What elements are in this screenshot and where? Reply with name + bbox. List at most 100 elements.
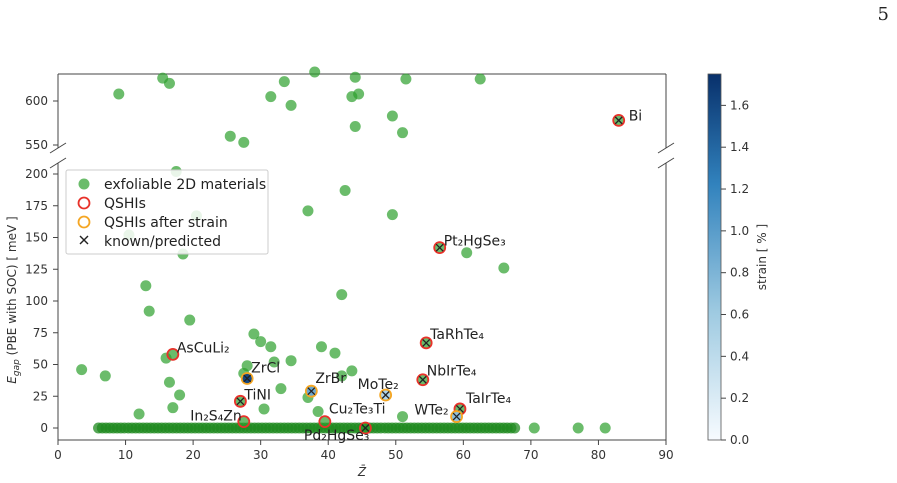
data-point bbox=[278, 76, 290, 88]
data-point bbox=[397, 411, 409, 423]
colorbar-gradient bbox=[707, 73, 722, 441]
legend-label-qshi-strain: QSHIs after strain bbox=[104, 215, 228, 231]
known-marker bbox=[452, 412, 461, 421]
qshi-strain-ring bbox=[379, 388, 393, 402]
x-tick-label: 10 bbox=[118, 448, 133, 462]
data-point bbox=[386, 110, 398, 122]
qshi-ring bbox=[433, 241, 447, 255]
y-tick-label: 25 bbox=[33, 389, 48, 403]
data-point bbox=[184, 314, 196, 326]
data-point bbox=[133, 408, 145, 420]
x-tick-label: 70 bbox=[523, 448, 538, 462]
qshi-point bbox=[319, 416, 331, 428]
known-marker bbox=[307, 387, 316, 396]
data-point bbox=[224, 130, 236, 142]
legend: exfoliable 2D materials QSHIs QSHIs afte… bbox=[65, 169, 269, 255]
qshi-ring bbox=[419, 336, 433, 350]
colorbar-tick-label: 0.4 bbox=[730, 349, 749, 363]
data-point bbox=[349, 121, 361, 133]
data-point bbox=[275, 383, 287, 395]
colorbar-tick-label: 0.6 bbox=[730, 308, 749, 322]
colorbar-tick-label: 1.6 bbox=[730, 98, 749, 112]
colorbar-tick-label: 0.8 bbox=[730, 266, 749, 280]
point-label: ZrCl bbox=[251, 360, 280, 376]
axis-ticks: 0 10 20 30 40 50 60 70 80 90 0 25 50 75 100 125 150 175 20… bbox=[25, 94, 674, 462]
data-point bbox=[265, 341, 277, 353]
data-point bbox=[329, 347, 341, 359]
data-point bbox=[346, 365, 358, 377]
point-label: TaIrTe₄ bbox=[465, 391, 511, 407]
qshi-ring bbox=[416, 373, 430, 387]
data-point bbox=[336, 289, 348, 301]
colorbar-tick-label: 1.0 bbox=[730, 224, 749, 238]
qshi-strain-ring bbox=[450, 410, 463, 423]
y-axis-label: Egap (PBE with SOC) [ meV ] bbox=[5, 216, 22, 383]
qshi-points bbox=[166, 113, 626, 435]
qshi-ring bbox=[237, 415, 251, 429]
legend-marker-exfoliable bbox=[78, 178, 90, 190]
x-tick-label: 40 bbox=[321, 448, 336, 462]
y-tick-label: 0 bbox=[40, 421, 48, 435]
point-label: In₂S₄Zn bbox=[190, 409, 242, 425]
known-marker bbox=[361, 424, 370, 432]
y-tick-label: 550 bbox=[25, 138, 48, 152]
data-point bbox=[167, 402, 179, 414]
point-label: WTe₂ bbox=[414, 403, 448, 419]
legend-marker-qshi bbox=[77, 196, 91, 210]
data-point bbox=[143, 305, 155, 317]
data-point bbox=[76, 364, 88, 376]
qshi-point bbox=[167, 348, 179, 360]
known-marker bbox=[243, 374, 252, 383]
qshi-strain-ring bbox=[304, 384, 318, 398]
known-marker bbox=[418, 375, 427, 384]
legend-box bbox=[65, 169, 269, 255]
colorbar-tick-label: 1.4 bbox=[730, 140, 749, 154]
qshi-ring bbox=[358, 421, 372, 435]
colorbar-tick-label: 0.2 bbox=[730, 391, 749, 405]
y-tick-label: 200 bbox=[25, 167, 48, 181]
y-tick-label: 175 bbox=[25, 199, 48, 213]
y-tick-label: 50 bbox=[33, 358, 48, 372]
known-marker bbox=[236, 397, 245, 406]
data-point bbox=[99, 370, 111, 382]
y-tick-label: 75 bbox=[33, 326, 48, 340]
legend-label-qshi: QSHIs bbox=[104, 196, 146, 212]
legend-marker-qshi-strain bbox=[77, 215, 91, 229]
y-tick-label: 150 bbox=[25, 231, 48, 245]
legend-label-known: known/predicted bbox=[104, 234, 221, 250]
data-point bbox=[174, 389, 186, 401]
data-point bbox=[238, 136, 250, 148]
point-label: Pt₂HgSe₃ bbox=[444, 234, 506, 250]
colorbar-label: strain [ % ] bbox=[755, 224, 769, 290]
colorbar: 0.0 0.2 0.4 0.6 0.8 1.0 1.2 1.4 1.6 strain [ % ] bbox=[707, 73, 769, 447]
data-point bbox=[302, 205, 314, 217]
y-tick-label: 125 bbox=[25, 262, 48, 276]
data-point bbox=[353, 88, 365, 100]
legend-label-exfoliable: exfoliable 2D materials bbox=[104, 177, 266, 193]
data-point bbox=[309, 66, 321, 78]
data-point bbox=[241, 360, 253, 372]
x-axis-label: Z̄ bbox=[357, 465, 367, 479]
point-label: NbIrTe₄ bbox=[427, 364, 477, 380]
page-number: 5 bbox=[877, 4, 889, 25]
data-point bbox=[312, 405, 324, 417]
point-label: ZrBr bbox=[315, 371, 346, 387]
known-marker bbox=[614, 116, 623, 125]
point-label: Bi bbox=[629, 108, 643, 124]
data-point bbox=[509, 422, 521, 434]
known-marker bbox=[422, 338, 431, 347]
point-label: TaRhTe₄ bbox=[429, 327, 484, 343]
x-tick-label: 20 bbox=[185, 448, 200, 462]
data-point bbox=[163, 77, 175, 89]
exfoliable-points bbox=[76, 66, 611, 434]
data-point bbox=[258, 403, 270, 415]
data-point bbox=[397, 127, 409, 139]
colorbar-ticks: 0.0 0.2 0.4 0.6 0.8 1.0 1.2 1.4 1.6 bbox=[721, 98, 749, 447]
qshi-ring bbox=[233, 394, 247, 408]
point-label: Pd₂HgSe₃ bbox=[304, 428, 369, 444]
qshi-strain-ring bbox=[240, 372, 254, 385]
qshi-ring bbox=[318, 415, 332, 429]
point-label: MoTe₂ bbox=[358, 377, 399, 393]
x-tick-label: 90 bbox=[658, 448, 673, 462]
